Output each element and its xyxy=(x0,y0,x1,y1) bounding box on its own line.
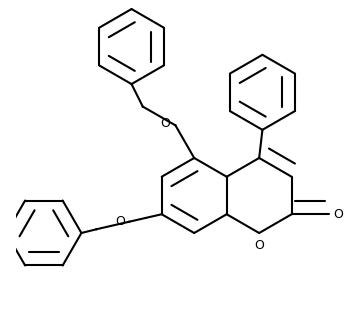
Text: O: O xyxy=(115,215,125,228)
Text: O: O xyxy=(161,117,171,130)
Text: O: O xyxy=(333,208,343,221)
Text: O: O xyxy=(254,239,264,252)
